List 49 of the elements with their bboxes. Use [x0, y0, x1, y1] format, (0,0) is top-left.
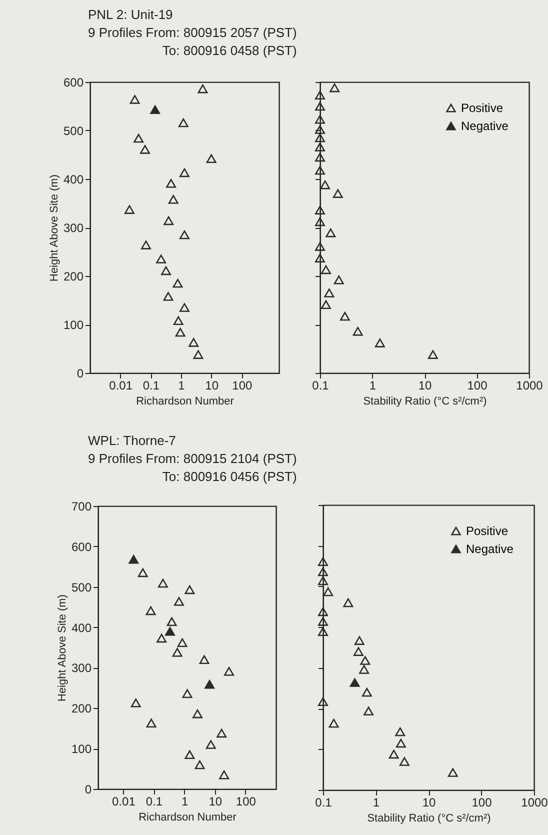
y-tick-label: 300	[71, 661, 92, 676]
chart-title: WPL: Thorne-7	[88, 432, 177, 450]
x-tick-label: 100	[232, 378, 253, 392]
chart-title: PNL 2: Unit-19	[88, 6, 174, 24]
x-axis-title: Richardson Number	[138, 812, 237, 824]
y-tick-label: 0	[76, 366, 84, 380]
x-tick-label: 100	[472, 796, 492, 810]
y-tick-label: 100	[63, 318, 84, 332]
x-tick-label: 0.1	[142, 378, 160, 392]
x-tick-label: 1	[372, 796, 380, 810]
x-tick-label: 1000	[516, 378, 544, 392]
x-tick-label: 1	[369, 378, 376, 392]
x-tick-label: 10	[208, 794, 222, 808]
y-tick-label: 400	[63, 172, 84, 186]
y-axis-title: Height Above Site (m)	[56, 594, 68, 702]
x-axis-title: Stability Ratio (°C s²/cm²)	[367, 812, 491, 824]
legend-label: Negative	[466, 542, 514, 556]
y-tick-label: 600	[63, 76, 84, 90]
x-tick-label: 10	[418, 378, 432, 392]
x-tick-label: 1	[181, 794, 188, 808]
y-tick-label: 600	[71, 540, 92, 554]
x-tick-label: 0.1	[312, 378, 330, 392]
y-tick-label: 500	[63, 124, 84, 138]
x-tick-label: 100	[467, 378, 488, 392]
y-tick-label: 500	[71, 580, 92, 594]
y-tick-label: 200	[63, 270, 84, 284]
x-axis-title: Stability Ratio (°C s²/cm²)	[363, 396, 487, 408]
chart-subtitle: 9 Profiles From: 800915 2057 (PST) To: 800916 0458 (PST)	[88, 24, 297, 60]
x-tick-label: 10	[205, 378, 219, 392]
y-tick-label: 700	[71, 500, 92, 514]
x-axis-title: Richardson Number	[136, 396, 234, 408]
y-tick-label: 0	[84, 782, 92, 796]
legend-label: Negative	[461, 119, 509, 133]
legend-label: Positive	[461, 101, 504, 115]
x-tick-label: 0.1	[146, 794, 163, 808]
y-tick-label: 300	[63, 221, 84, 235]
y-tick-label: 200	[71, 702, 92, 716]
y-tick-label: 100	[71, 742, 92, 756]
x-tick-label: 1000	[521, 796, 548, 810]
x-tick-label: 0.01	[112, 794, 136, 808]
y-axis-title: Height Above Site (m)	[48, 174, 60, 282]
x-tick-label: 0.01	[109, 378, 133, 392]
chart-subtitle: 9 Profiles From: 800915 2104 (PST) To: 800916 0456 (PST)	[88, 450, 297, 486]
y-tick-label: 400	[71, 620, 92, 635]
x-tick-label: 10	[422, 796, 436, 810]
x-tick-label: 0.1	[315, 796, 332, 810]
x-tick-label: 100	[236, 794, 256, 808]
legend-label: Positive	[466, 524, 508, 538]
x-tick-label: 1	[178, 378, 186, 392]
